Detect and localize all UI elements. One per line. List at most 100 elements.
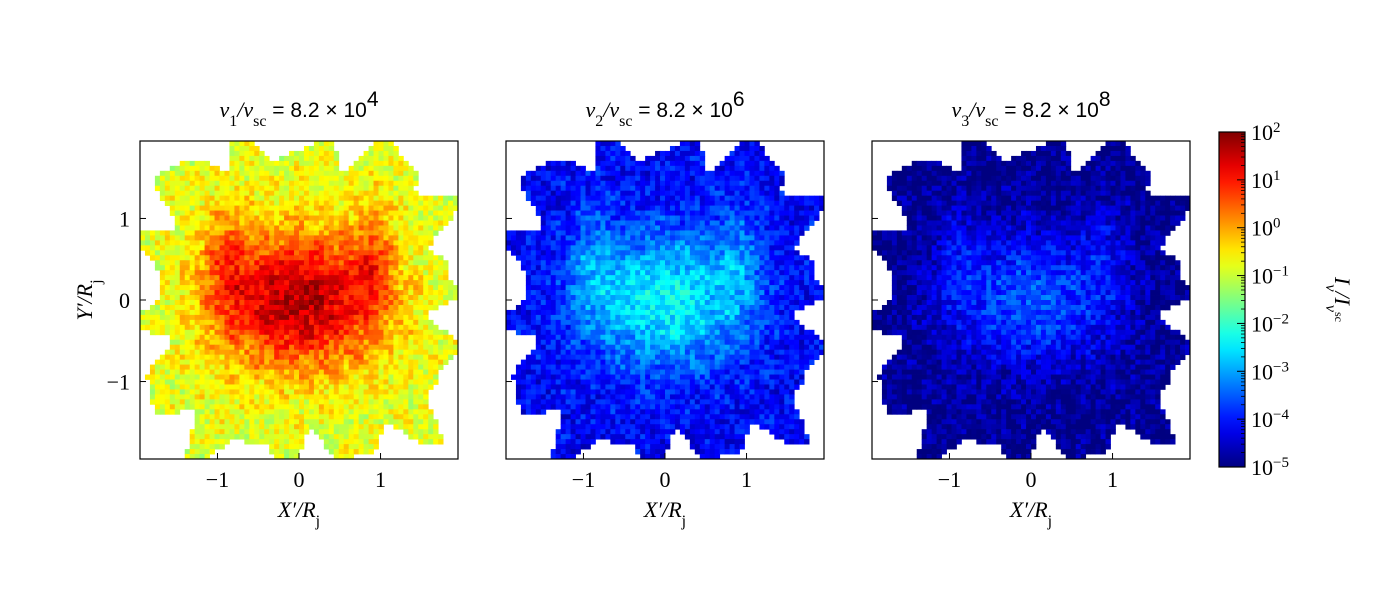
- heatmap-cell: [363, 424, 369, 430]
- heatmap-cell: [229, 359, 235, 365]
- heatmap-cell: [784, 285, 790, 291]
- heatmap-cell: [428, 300, 434, 306]
- heatmap-cell: [378, 399, 384, 405]
- heatmap-cell: [219, 404, 225, 410]
- heatmap-cell: [239, 245, 245, 251]
- heatmap-cell: [269, 160, 275, 167]
- heatmap-cell: [269, 290, 275, 296]
- heatmap-cell: [264, 200, 270, 206]
- heatmap-cell: [600, 210, 606, 216]
- heatmap-cell: [199, 374, 205, 380]
- heatmap-cell: [229, 384, 235, 390]
- heatmap-cell: [428, 434, 434, 440]
- heatmap-cell: [605, 245, 611, 251]
- heatmap-cell: [704, 230, 711, 236]
- heatmap-cell: [199, 165, 205, 172]
- heatmap-cell: [679, 250, 686, 256]
- heatmap-cell: [679, 155, 686, 162]
- heatmap-cell: [585, 230, 591, 236]
- heatmap-cell: [709, 225, 716, 231]
- heatmap-cell: [655, 235, 661, 241]
- heatmap-cell: [719, 240, 726, 246]
- heatmap-cell: [368, 434, 374, 440]
- heatmap-cell: [214, 404, 220, 410]
- heatmap-cell: [403, 175, 409, 182]
- heatmap-cell: [525, 260, 532, 266]
- heatmap-cell: [244, 429, 250, 435]
- heatmap-cell: [383, 170, 389, 177]
- heatmap-cell: [358, 180, 364, 187]
- heatmap-cell: [764, 260, 770, 266]
- heatmap-cell: [769, 255, 775, 261]
- heatmap-cell: [259, 344, 265, 351]
- heatmap-cell: [184, 384, 191, 390]
- heatmap-cell: [353, 230, 360, 236]
- heatmap-cell: [530, 185, 537, 192]
- heatmap-cell: [214, 419, 220, 425]
- heatmap-cell: [774, 170, 780, 177]
- heatmap-cell: [259, 429, 265, 435]
- heatmap-cell: [149, 245, 156, 251]
- heatmap-cell: [353, 165, 360, 172]
- heatmap-cell: [550, 220, 557, 226]
- heatmap-cell: [358, 434, 364, 440]
- heatmap-cell: [363, 250, 369, 256]
- heatmap-cell: [239, 379, 245, 385]
- heatmap-cell: [605, 260, 611, 266]
- heatmap-cell: [635, 195, 641, 202]
- heatmap-cell: [418, 275, 424, 281]
- heatmap-cell: [323, 444, 330, 450]
- heatmap-cell: [209, 439, 215, 445]
- heatmap-cell: [684, 190, 691, 197]
- heatmap-cell: [239, 374, 245, 380]
- heatmap-cell: [194, 210, 201, 216]
- heatmap-cell: [769, 215, 775, 221]
- heatmap-cell: [630, 235, 636, 241]
- heatmap-cell: [284, 205, 290, 211]
- heatmap-cell: [254, 270, 260, 276]
- heatmap-cell: [318, 190, 325, 197]
- heatmap-cell: [403, 409, 409, 415]
- heatmap-cell: [704, 180, 711, 187]
- heatmap-cell: [378, 245, 384, 251]
- heatmap-cell: [799, 230, 805, 236]
- heatmap-cell: [328, 145, 335, 152]
- heatmap-cell: [303, 409, 310, 415]
- heatmap-cell: [194, 389, 201, 395]
- heatmap-cell: [373, 265, 379, 271]
- heatmap-cell: [279, 215, 285, 221]
- heatmap-cell: [709, 235, 716, 241]
- heatmap-cell: [254, 255, 260, 261]
- heatmap-cell: [550, 235, 557, 241]
- heatmap-cell: [338, 285, 345, 291]
- heatmap-cell: [358, 170, 364, 177]
- heatmap-cell: [174, 170, 181, 177]
- heatmap-cell: [279, 379, 285, 385]
- heatmap-cell: [204, 160, 210, 167]
- heatmap-cell: [754, 185, 760, 192]
- heatmap-cell: [199, 180, 205, 187]
- heatmap-cell: [274, 300, 280, 306]
- heatmap-cell: [308, 175, 315, 182]
- heatmap-cell: [620, 190, 626, 197]
- heatmap-cell: [605, 265, 611, 271]
- heatmap-cell: [709, 215, 716, 221]
- heatmap-cell: [318, 145, 325, 152]
- heatmap-cell: [739, 141, 745, 147]
- heatmap-cell: [620, 175, 626, 182]
- heatmap-cell: [363, 265, 369, 271]
- heatmap-cell: [640, 235, 646, 241]
- heatmap-cell: [289, 389, 295, 395]
- heatmap-cell: [239, 190, 245, 197]
- heatmap-cell: [438, 359, 444, 365]
- heatmap-cell: [229, 275, 235, 281]
- heatmap-cell: [393, 270, 399, 276]
- heatmap-cell: [234, 354, 240, 361]
- heatmap-cell: [714, 215, 721, 221]
- heatmap-cell: [570, 210, 576, 216]
- heatmap-cell: [443, 285, 449, 291]
- heatmap-cell: [368, 245, 374, 251]
- heatmap-cell: [323, 185, 330, 192]
- heatmap-cell: [378, 319, 384, 326]
- heatmap-cell: [299, 245, 305, 251]
